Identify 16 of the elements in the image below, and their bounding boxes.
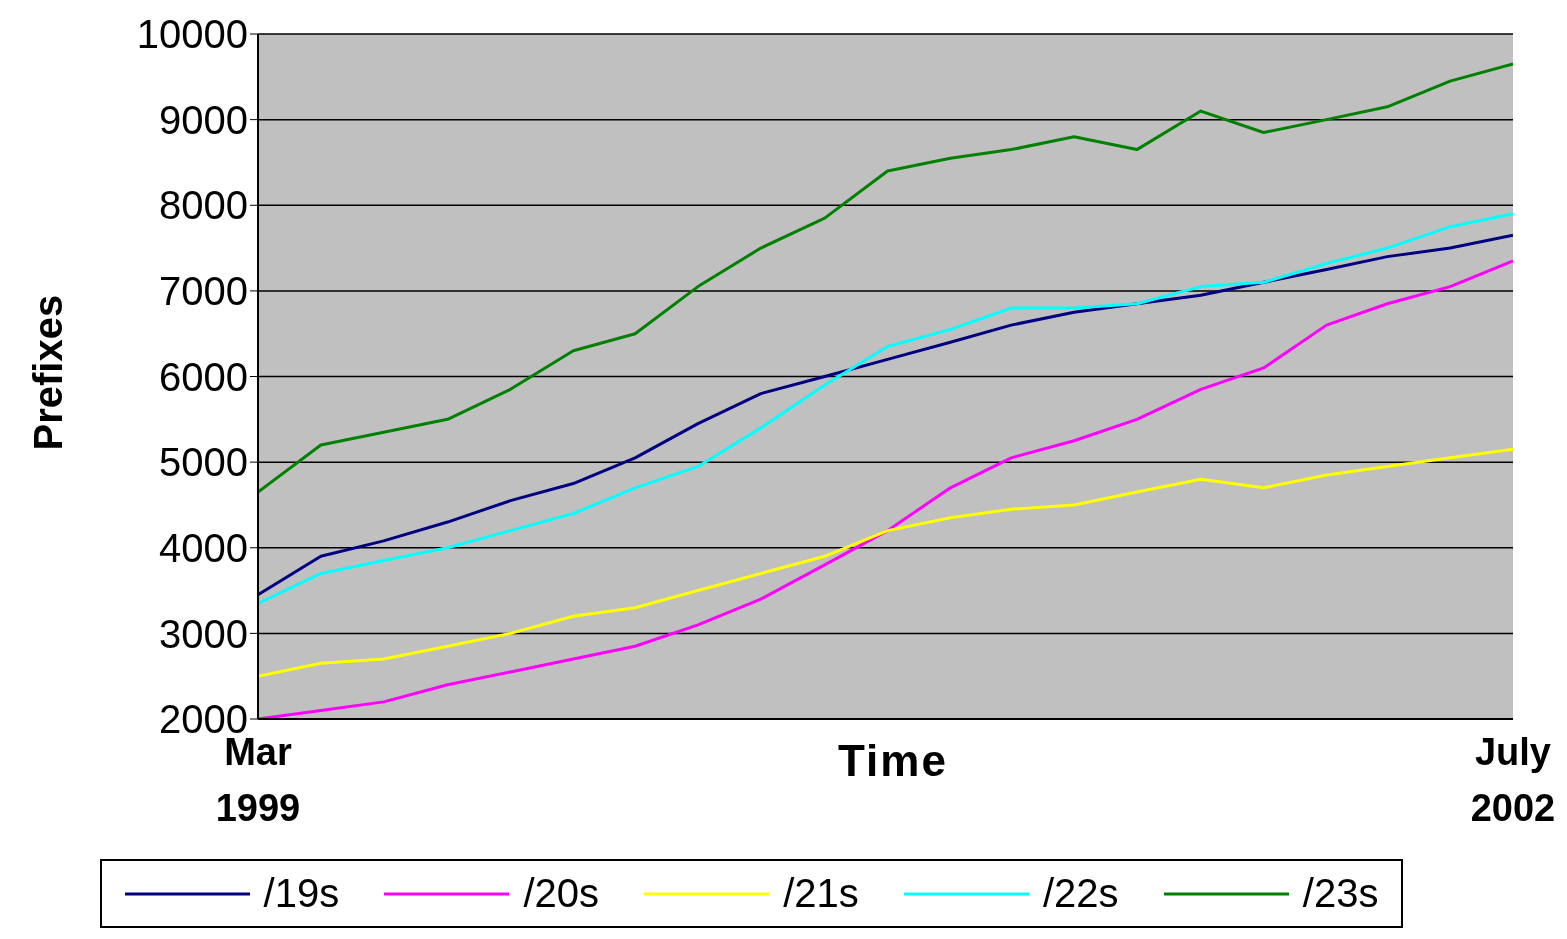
y-axis-title: Prefixes — [25, 294, 71, 451]
y-tick-label: 6000 — [159, 354, 248, 399]
y-tick-label: 3000 — [159, 611, 248, 656]
legend-label: /21s — [783, 871, 859, 916]
y-tick-label: 8000 — [159, 183, 248, 228]
legend-label: /19s — [263, 871, 340, 916]
y-tick-label: 9000 — [159, 97, 248, 142]
x-axis-title: Time — [838, 736, 948, 786]
legend-label: /20s — [523, 871, 599, 916]
x-tick-label: July 2002 — [1470, 731, 1556, 829]
legend-label: /22s — [1042, 871, 1119, 916]
y-tick-label: 7000 — [159, 269, 248, 314]
y-tick-label: 4000 — [159, 525, 248, 570]
legend-label: /23s — [1302, 871, 1379, 916]
y-tick-label: 5000 — [159, 440, 248, 485]
y-tick-label: 10000 — [136, 12, 248, 57]
